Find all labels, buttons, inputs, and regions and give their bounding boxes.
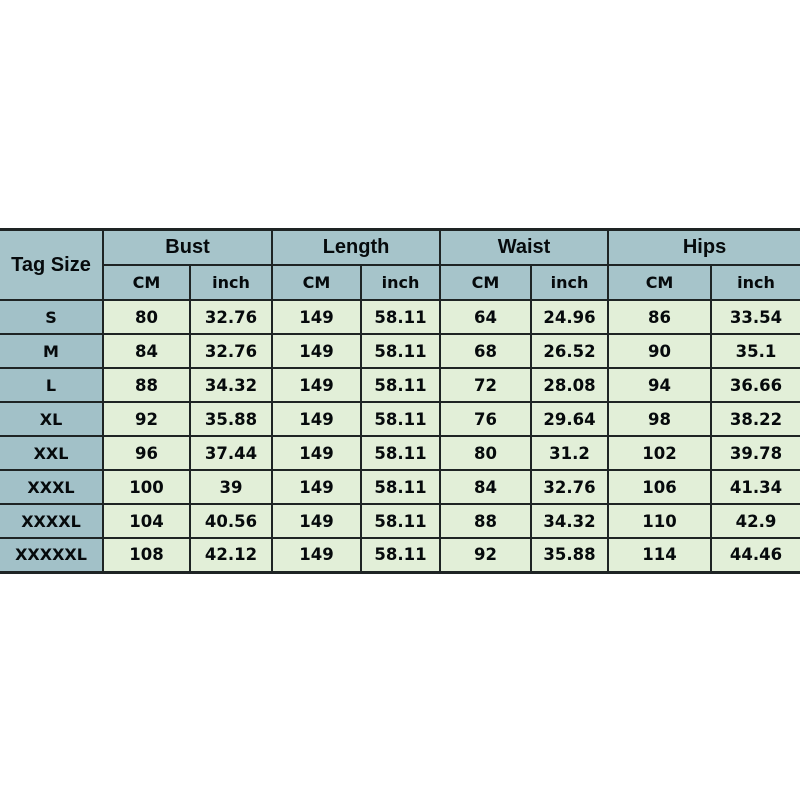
cell-waist-inch: 26.52: [530, 333, 610, 369]
cell-hips-cm: 94: [607, 367, 713, 403]
cell-bust-cm: 84: [102, 333, 191, 369]
unit-header-bust-cm: CM: [103, 264, 191, 301]
cell-waist-inch: 31.2: [530, 435, 610, 471]
table-row-xl: XL 92 35.88 149 58.11 76 29.64 98 38.22: [0, 401, 800, 437]
cell-bust-cm: 88: [102, 367, 191, 403]
cell-length-inch: 58.11: [360, 503, 442, 539]
cell-length-cm: 149: [271, 469, 363, 505]
group-header-bust: Bust: [101, 228, 274, 266]
cell-waist-cm: 88: [439, 503, 533, 539]
cell-hips-cm: 114: [607, 537, 713, 573]
cell-hips-inch: 39.78: [710, 435, 800, 471]
cell-waist-cm: 68: [439, 333, 533, 369]
cell-hips-cm: 106: [607, 469, 713, 505]
unit-header-row: CM inch CM inch CM inch CM inch: [0, 264, 800, 301]
table-row-s: S 80 32.76 149 58.11 64 24.96 86 33.54: [0, 299, 800, 335]
unit-header-bust-inch: inch: [188, 264, 274, 301]
cell-bust-inch: 42.12: [188, 537, 274, 573]
unit-header-hips-cm: CM: [607, 264, 713, 301]
cell-waist-cm: 92: [439, 537, 533, 573]
cell-hips-inch: 33.54: [710, 299, 800, 335]
cell-hips-cm: 102: [607, 435, 713, 471]
cell-bust-inch: 37.44: [188, 435, 274, 471]
group-header-row: Tag Size Bust Length Waist Hips: [0, 228, 800, 301]
size-chart: Tag Size Bust Length Waist Hips CM inch …: [0, 228, 800, 574]
cell-hips-inch: 41.34: [710, 469, 800, 505]
size-chart-table: Tag Size Bust Length Waist Hips CM inch …: [0, 228, 800, 574]
cell-waist-cm: 72: [439, 367, 533, 403]
cell-length-inch: 58.11: [360, 435, 442, 471]
cell-length-inch: 58.11: [360, 401, 442, 437]
cell-waist-inch: 29.64: [530, 401, 610, 437]
table-row-xxxl: XXXL 100 39 149 58.11 84 32.76 106 41.34: [0, 469, 800, 505]
cell-hips-cm: 98: [607, 401, 713, 437]
cell-waist-cm: 64: [439, 299, 533, 335]
row-label: L: [0, 367, 104, 403]
cell-length-cm: 149: [271, 435, 363, 471]
cell-hips-cm: 110: [607, 503, 713, 539]
cell-waist-inch: 32.76: [530, 469, 610, 505]
group-header-length: Length: [271, 228, 442, 266]
table-row-l: L 88 34.32 149 58.11 72 28.08 94 36.66: [0, 367, 800, 403]
cell-waist-cm: 84: [439, 469, 533, 505]
cell-length-cm: 149: [271, 299, 363, 335]
row-label: M: [0, 333, 104, 369]
group-header-hips: Hips: [607, 228, 800, 266]
cell-waist-cm: 76: [439, 401, 533, 437]
cell-waist-inch: 34.32: [530, 503, 610, 539]
row-label: XXXXL: [0, 503, 104, 539]
cell-waist-inch: 28.08: [530, 367, 610, 403]
cell-bust-inch: 32.76: [188, 299, 274, 335]
cell-length-cm: 149: [271, 503, 363, 539]
cell-waist-inch: 35.88: [530, 537, 610, 573]
cell-bust-cm: 80: [102, 299, 191, 335]
cell-bust-inch: 35.88: [188, 401, 274, 437]
cell-length-cm: 149: [271, 333, 363, 369]
cell-bust-cm: 92: [102, 401, 191, 437]
row-label: XXXL: [0, 469, 104, 505]
cell-hips-inch: 44.46: [710, 537, 800, 573]
cell-bust-inch: 40.56: [188, 503, 274, 539]
table-row-xxxxxl: XXXXXL 108 42.12 149 58.11 92 35.88 114 …: [0, 537, 800, 573]
cell-waist-cm: 80: [439, 435, 533, 471]
cell-bust-cm: 100: [102, 469, 191, 505]
cell-hips-inch: 35.1: [710, 333, 800, 369]
cell-hips-inch: 38.22: [710, 401, 800, 437]
cell-waist-inch: 24.96: [530, 299, 610, 335]
unit-header-waist-inch: inch: [530, 264, 610, 301]
table-row-m: M 84 32.76 149 58.11 68 26.52 90 35.1: [0, 333, 800, 369]
row-label: XXL: [0, 435, 104, 471]
cell-hips-cm: 90: [607, 333, 713, 369]
cell-length-inch: 58.11: [360, 367, 442, 403]
unit-header-waist-cm: CM: [439, 264, 533, 301]
cell-bust-inch: 32.76: [188, 333, 274, 369]
cell-length-cm: 149: [271, 367, 363, 403]
cell-hips-cm: 86: [607, 299, 713, 335]
cell-length-inch: 58.11: [360, 333, 442, 369]
unit-header-length-cm: CM: [271, 264, 363, 301]
cell-bust-cm: 108: [102, 537, 191, 573]
group-header-waist: Waist: [439, 228, 610, 266]
corner-header-tag-size: Tag Size: [0, 228, 104, 301]
unit-header-hips-inch: inch: [710, 264, 800, 301]
row-label: XXXXXL: [0, 537, 104, 573]
row-label: S: [0, 299, 104, 335]
cell-bust-inch: 39: [188, 469, 274, 505]
cell-length-inch: 58.11: [360, 469, 442, 505]
cell-bust-inch: 34.32: [188, 367, 274, 403]
cell-hips-inch: 36.66: [710, 367, 800, 403]
cell-length-cm: 149: [271, 537, 363, 573]
cell-length-cm: 149: [271, 401, 363, 437]
row-label: XL: [0, 401, 104, 437]
table-row-xxl: XXL 96 37.44 149 58.11 80 31.2 102 39.78: [0, 435, 800, 471]
table-row-xxxxl: XXXXL 104 40.56 149 58.11 88 34.32 110 4…: [0, 503, 800, 539]
cell-hips-inch: 42.9: [710, 503, 800, 539]
cell-bust-cm: 96: [102, 435, 191, 471]
cell-length-inch: 58.11: [360, 299, 442, 335]
cell-length-inch: 58.11: [360, 537, 442, 573]
cell-bust-cm: 104: [102, 503, 191, 539]
unit-header-length-inch: inch: [360, 264, 442, 301]
